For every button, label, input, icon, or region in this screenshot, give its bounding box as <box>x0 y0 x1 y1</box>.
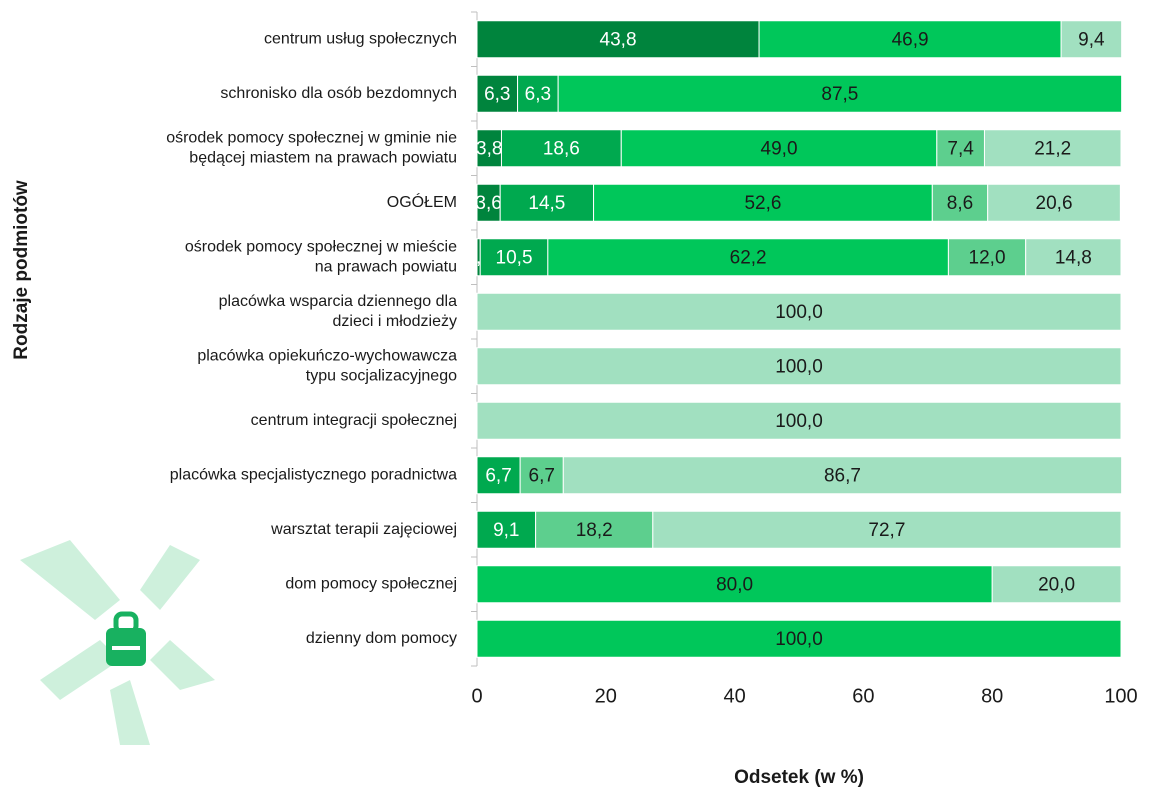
value-label: 6,7 <box>485 465 511 486</box>
y-tick-label: placówka specjalistycznego poradnictwa <box>170 466 457 483</box>
bar-segment <box>476 401 1122 440</box>
value-label: 3,8 <box>476 138 502 159</box>
y-tick-label: placówka wsparcia dziennego dla dzieci i … <box>219 293 457 330</box>
value-label: 6,7 <box>529 465 555 486</box>
value-label: 49,0 <box>761 138 798 159</box>
value-label: 18,2 <box>576 520 613 541</box>
y-tick-label: ośrodek pomocy społecznej w gminie nie bę… <box>166 129 457 166</box>
bar-segment <box>476 20 760 59</box>
y-axis-title: Rodzaje podmiotów <box>11 180 32 360</box>
bar-segment <box>476 129 502 168</box>
bar-segment <box>931 183 989 222</box>
bar-segment <box>983 129 1122 168</box>
x-tick-label: 20 <box>595 685 617 707</box>
x-tick-label: 80 <box>981 685 1003 707</box>
value-label: 100,0 <box>775 411 823 432</box>
bar-segment <box>499 183 595 222</box>
y-tick-label: centrum integracji społecznej <box>251 412 457 429</box>
value-label: 18,6 <box>543 138 580 159</box>
y-tick-label: warsztat terapii zajęciowej <box>270 521 457 538</box>
bar-segment <box>620 129 938 168</box>
x-tick-label: 0 <box>471 685 482 707</box>
bar-segment <box>476 347 1122 386</box>
bar-segment <box>593 183 933 222</box>
x-tick-label: 40 <box>723 685 745 707</box>
bar-segment <box>987 183 1121 222</box>
value-label: 86,7 <box>824 465 861 486</box>
value-label: 72,7 <box>868 520 905 541</box>
x-tick-label: 60 <box>852 685 874 707</box>
value-label: 80,0 <box>716 574 753 595</box>
value-label: 52,6 <box>744 193 781 214</box>
bar-segment <box>652 510 1122 549</box>
value-label: 9,1 <box>493 520 519 541</box>
value-label: 20,0 <box>1038 574 1075 595</box>
y-tick-label: placówka opiekuńczo-wychowawcza typu socj… <box>197 347 457 384</box>
x-tick-label: 100 <box>1104 685 1137 707</box>
bar-segment <box>476 565 993 604</box>
value-label: 14,8 <box>1055 247 1092 268</box>
value-label: 20,6 <box>1036 193 1073 214</box>
decorative-logo <box>20 540 215 745</box>
value-label: 62,2 <box>730 247 767 268</box>
bar-segment <box>1025 238 1122 277</box>
bar-segment <box>519 456 564 495</box>
value-label: 12,0 <box>969 247 1006 268</box>
value-label: 21,2 <box>1034 138 1071 159</box>
bar-segment <box>557 74 1123 113</box>
bar-segment <box>562 456 1123 495</box>
value-label: 9,4 <box>1078 29 1105 50</box>
value-label: 7,4 <box>947 138 974 159</box>
bar-segment <box>476 292 1122 331</box>
bar-segment <box>476 456 521 495</box>
bar-segment <box>500 129 622 168</box>
bar-segment <box>476 619 1122 658</box>
value-label: 87,5 <box>821 84 858 105</box>
bar-segment <box>758 20 1062 59</box>
value-label: 6,3 <box>484 84 510 105</box>
value-label: 14,5 <box>528 193 565 214</box>
x-axis-title: Odsetek (w %) <box>734 767 864 788</box>
bar-segment <box>535 510 654 549</box>
y-tick-label: dom pomocy społecznej <box>285 575 457 592</box>
bar-segment <box>991 565 1122 604</box>
y-tick-label: dzienny dom pomocy <box>306 630 457 647</box>
y-tick-label: schronisko dla osób bezdomnych <box>220 85 457 102</box>
y-tick-label: ośrodek pomocy społecznej w mieście na pr… <box>185 238 457 275</box>
y-tick-label: OGÓŁEM <box>387 192 457 211</box>
bar-segment <box>936 129 985 168</box>
bar-segment <box>547 238 949 277</box>
value-label: 100,0 <box>775 356 823 377</box>
value-label: 3,6 <box>475 193 501 214</box>
value-label: 8,6 <box>947 193 973 214</box>
bar-segment <box>476 510 537 549</box>
value-label: 6,3 <box>525 84 551 105</box>
value-label: 10,5 <box>496 247 533 268</box>
bar-segment <box>1060 20 1123 59</box>
value-label: 46,9 <box>892 29 929 50</box>
value-label: 100,0 <box>775 302 823 323</box>
y-tick-label: centrum usług społecznych <box>264 30 457 47</box>
value-label: 43,8 <box>600 29 637 50</box>
value-label: 100,0 <box>775 629 823 650</box>
